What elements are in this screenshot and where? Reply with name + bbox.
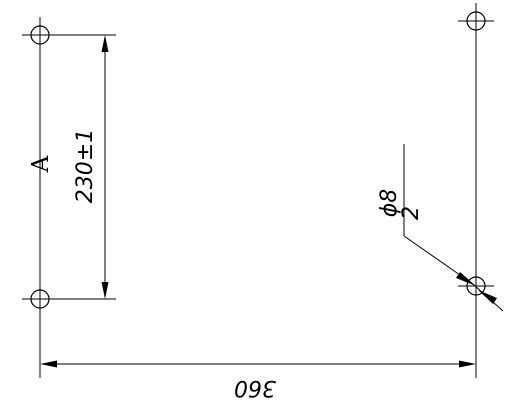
width-dimension-line <box>40 360 476 368</box>
height-dimension-line <box>101 35 109 299</box>
hole-count-text: 2 <box>399 206 424 220</box>
view-label-a: A <box>28 155 54 173</box>
height-dimension-text: 230±1 <box>73 129 98 203</box>
width-dimension-text: 360 <box>234 375 276 400</box>
hole-diameter-text: ϕ8 <box>377 189 402 218</box>
hole-callout-leader <box>403 144 504 312</box>
